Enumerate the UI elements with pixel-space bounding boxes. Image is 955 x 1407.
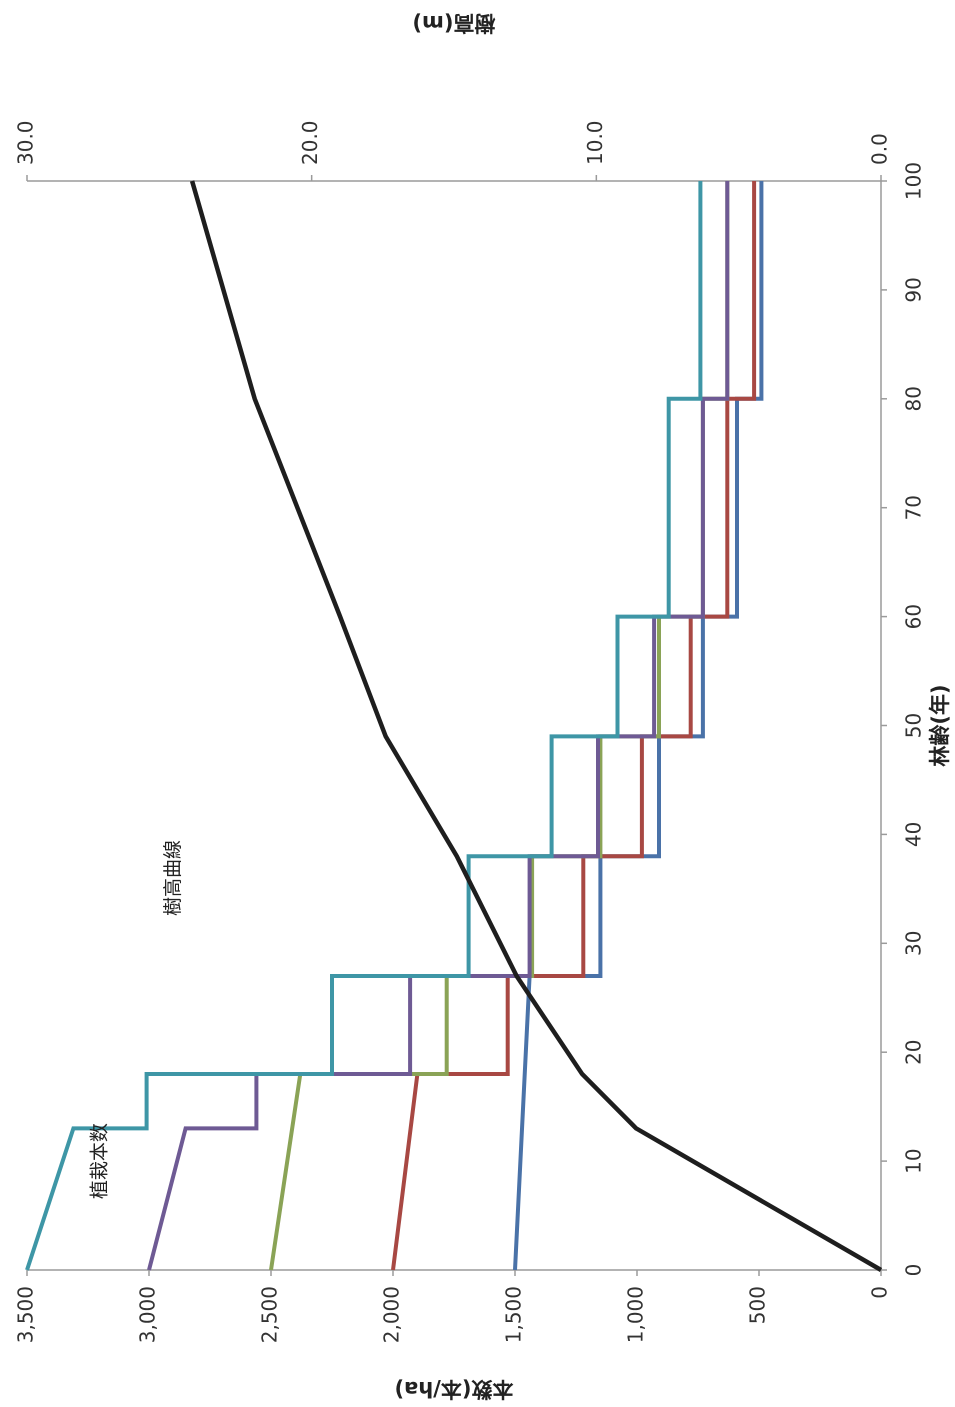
- age-tick-label: 90: [902, 277, 926, 302]
- series-line-4: [147, 181, 730, 1271]
- y-axis-title: 本数(本/ha): [395, 1377, 514, 1401]
- age-tick-label: 30: [902, 931, 926, 956]
- right-axis-title: 樹高(m): [412, 11, 495, 35]
- labels: 林齢(年) 本数(本/ha) 樹高(m) 植栽本数 樹高曲線: [89, 11, 952, 1401]
- age-tick-label: 60: [902, 604, 926, 629]
- age-tick-label: 80: [902, 386, 926, 411]
- age-tick-label: 0: [902, 1264, 926, 1277]
- axes: 0 10 20 30 40 50 60 70 80 90 100 0 500 1,000 1,500 2,00…: [14, 120, 926, 1343]
- series-line-1: [513, 181, 764, 1271]
- series-layer: [25, 180, 883, 1272]
- count-tick-label: 2,000: [380, 1286, 404, 1343]
- count-tick-label: 1,000: [624, 1286, 648, 1343]
- height-tick-label: 0.0: [868, 133, 892, 165]
- age-tick-label: 50: [902, 713, 926, 738]
- annotation-planting-density: 植栽本数: [89, 1123, 111, 1199]
- age-tick-label: 20: [902, 1039, 926, 1064]
- count-tick-label: 2,500: [258, 1286, 282, 1343]
- age-tick-label: 70: [902, 495, 926, 520]
- count-tick-label: 3,500: [14, 1286, 38, 1343]
- series-line-5: [25, 181, 703, 1271]
- count-tick-label: 3,000: [136, 1286, 160, 1343]
- height-tick-label: 10.0: [583, 120, 607, 165]
- series-line-2: [391, 181, 757, 1271]
- count-tick-label: 500: [746, 1286, 770, 1324]
- height-tick-label: 20.0: [298, 120, 322, 165]
- count-tick-label: 1,500: [502, 1286, 526, 1343]
- age-tick-label: 10: [902, 1148, 926, 1173]
- x-axis-title: 林齢(年): [928, 684, 952, 766]
- age-tick-label: 100: [902, 162, 926, 200]
- annotation-height-curve: 樹高曲線: [162, 840, 184, 916]
- series-height-curve: [189, 180, 883, 1272]
- age-tick-label: 40: [902, 822, 926, 847]
- height-tick-label: 30.0: [14, 120, 38, 165]
- count-tick-label: 0: [868, 1286, 892, 1299]
- series-line-3: [269, 181, 730, 1271]
